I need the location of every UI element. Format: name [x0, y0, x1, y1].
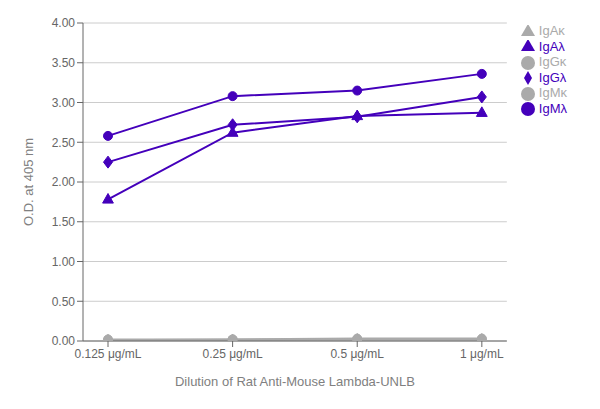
html-text:IgGκ: IgGκ [538, 54, 567, 70]
svg-text:1 μg/mL: 1 μg/mL [460, 347, 504, 361]
svg-text:2.00: 2.00 [52, 175, 76, 189]
html-text:IgMλ: IgMλ [538, 100, 567, 116]
svg-text:3.00: 3.00 [52, 96, 76, 110]
svg-text:0.125 μg/mL: 0.125 μg/mL [75, 347, 142, 361]
html-text:IgGλ: IgGλ [538, 69, 567, 85]
svg-text:1.50: 1.50 [52, 215, 76, 229]
html-text:IgAκ: IgAκ [538, 23, 565, 38]
svg-text:0.00: 0.00 [52, 334, 76, 348]
svg-text:3.50: 3.50 [52, 56, 76, 70]
html-text:IgAλ: IgAλ [538, 38, 565, 54]
svg-text:0.25 μg/mL: 0.25 μg/mL [202, 347, 263, 361]
svg-text:4.00: 4.00 [52, 16, 76, 30]
html-text:IgMκ: IgMκ [538, 85, 567, 101]
svg-text:O.D. at 405 nm: O.D. at 405 nm [21, 138, 36, 226]
svg-text:0.5 μg/mL: 0.5 μg/mL [330, 347, 384, 361]
svg-text:1.00: 1.00 [52, 255, 76, 269]
svg-text:Dilution of Rat Anti-Mouse Lam: Dilution of Rat Anti-Mouse Lambda-UNLB [175, 374, 415, 389]
svg-text:0.50: 0.50 [52, 295, 76, 309]
svg-text:2.50: 2.50 [52, 136, 76, 150]
